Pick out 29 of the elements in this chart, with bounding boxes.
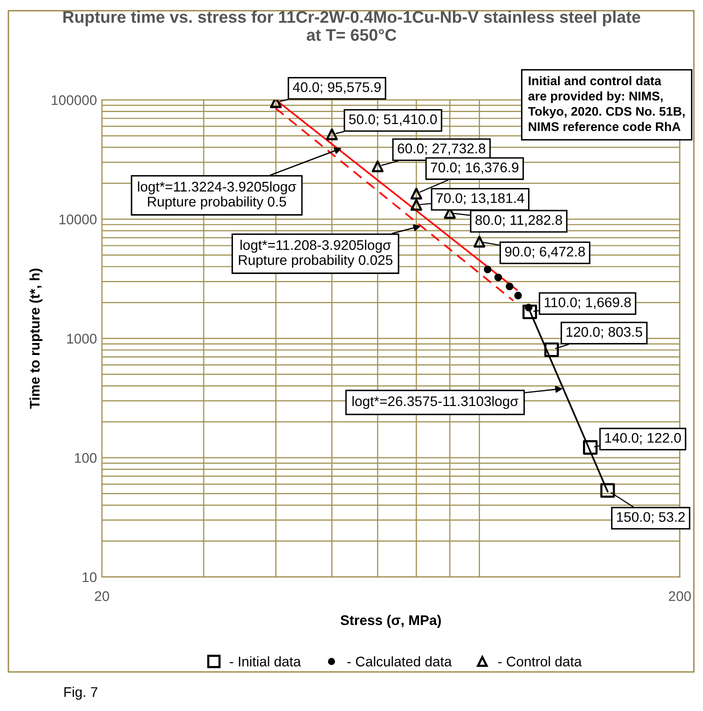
data-label: 120.0; 803.5 xyxy=(566,326,642,338)
chart-title: Rupture time vs. stress for 11Cr-2W-0.4Mo-1Cu-Nb-V stainless steel plate at T= 650°C xyxy=(63,10,640,41)
data-label: 70.0; 13,181.4 xyxy=(436,193,524,205)
x-axis-title: Stress (σ, MPa) xyxy=(340,614,441,628)
data-label: 40.0; 95,575.9 xyxy=(292,82,381,94)
legend-label: - Initial data xyxy=(230,656,301,666)
data-label: 110.0; 1,669.8 xyxy=(544,297,631,309)
annotation: logt*=11.208-3.9205logσ Rupture probability 0.025 xyxy=(238,240,392,268)
data-label: 70.0; 16,376.9 xyxy=(430,162,518,174)
data-label: 60.0; 27,732.8 xyxy=(398,144,486,156)
annotation: Initial and control data are provided by: NIMS, Tokyo, 2020. CDS No. 51B, NIMS reference code RhA xyxy=(528,76,685,132)
y-axis-title: Time to rupture (t*, h) xyxy=(29,268,42,409)
annotation: logt*=11.3224-3.9205logσ Rupture probability 0.5 xyxy=(138,181,296,210)
data-label: 90.0; 6,472.8 xyxy=(505,246,585,258)
data-label: 150.0; 53.2 xyxy=(616,512,685,524)
y-tick-label: 10000 xyxy=(60,214,97,224)
data-label: 140.0; 122.0 xyxy=(605,432,681,444)
data-label: 50.0; 51,410.0 xyxy=(349,114,437,126)
data-label: 80.0; 11,282.8 xyxy=(475,215,562,227)
legend-label: - Control data xyxy=(498,656,582,666)
legend-label: - Calculated data xyxy=(347,656,452,666)
y-tick-label: 10 xyxy=(82,572,97,582)
x-tick-label: 20 xyxy=(94,591,110,602)
caption: Fig. 7 xyxy=(64,686,98,700)
y-tick-label: 100000 xyxy=(52,95,97,106)
y-tick-label: 1000 xyxy=(67,334,97,344)
y-tick-label: 100 xyxy=(74,453,97,463)
x-tick-label: 200 xyxy=(668,591,691,602)
annotation: logt*=26.3575-11.3103logσ xyxy=(352,396,518,409)
